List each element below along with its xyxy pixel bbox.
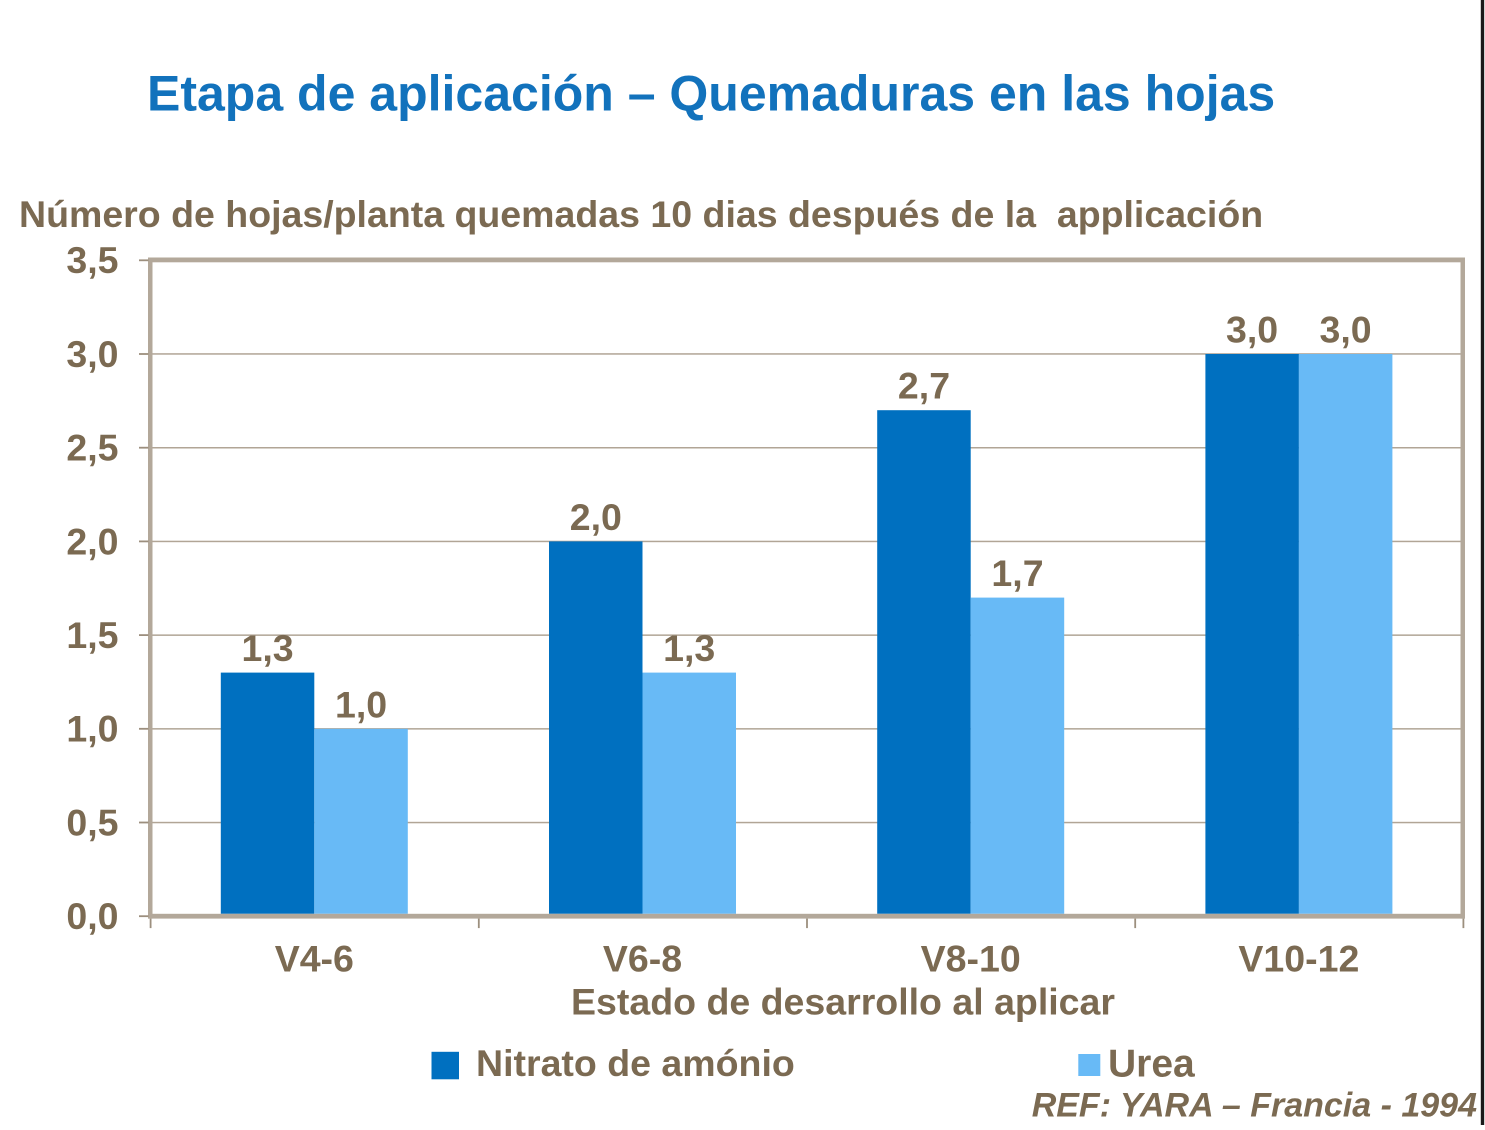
svg-text:1,3: 1,3 — [242, 627, 294, 669]
svg-text:3,0: 3,0 — [1320, 309, 1372, 351]
svg-text:1,5: 1,5 — [66, 614, 118, 656]
svg-text:3,5: 3,5 — [66, 239, 118, 281]
svg-text:Urea: Urea — [1108, 1043, 1195, 1086]
svg-text:Nitrato de amónio: Nitrato de amónio — [476, 1042, 795, 1084]
svg-text:2,7: 2,7 — [898, 365, 950, 407]
svg-text:V6-8: V6-8 — [603, 938, 682, 980]
svg-text:0,5: 0,5 — [66, 801, 118, 843]
svg-text:2,5: 2,5 — [66, 427, 118, 469]
svg-text:REF: YARA – Francia - 1994: REF: YARA – Francia - 1994 — [1032, 1087, 1477, 1125]
svg-text:2,0: 2,0 — [66, 520, 118, 562]
svg-text:1,0: 1,0 — [335, 683, 387, 725]
svg-text:1,3: 1,3 — [663, 627, 715, 669]
svg-text:V8-10: V8-10 — [921, 938, 1021, 980]
svg-text:V10-12: V10-12 — [1238, 938, 1359, 980]
svg-text:0,0: 0,0 — [66, 895, 118, 937]
svg-text:3,0: 3,0 — [1226, 309, 1278, 351]
svg-text:V4-6: V4-6 — [275, 938, 354, 980]
svg-text:2,0: 2,0 — [570, 496, 622, 538]
svg-text:3,0: 3,0 — [66, 333, 118, 375]
svg-text:Etapa de aplicación – Quemadur: Etapa de aplicación – Quemaduras en las … — [147, 66, 1275, 122]
svg-text:1,7: 1,7 — [991, 552, 1043, 594]
svg-text:Número de hojas/planta quemada: Número de hojas/planta quemadas 10 dias … — [19, 193, 1263, 235]
svg-text:1,0: 1,0 — [66, 708, 118, 750]
svg-text:Estado de desarrollo al aplica: Estado de desarrollo al aplicar — [571, 981, 1115, 1023]
